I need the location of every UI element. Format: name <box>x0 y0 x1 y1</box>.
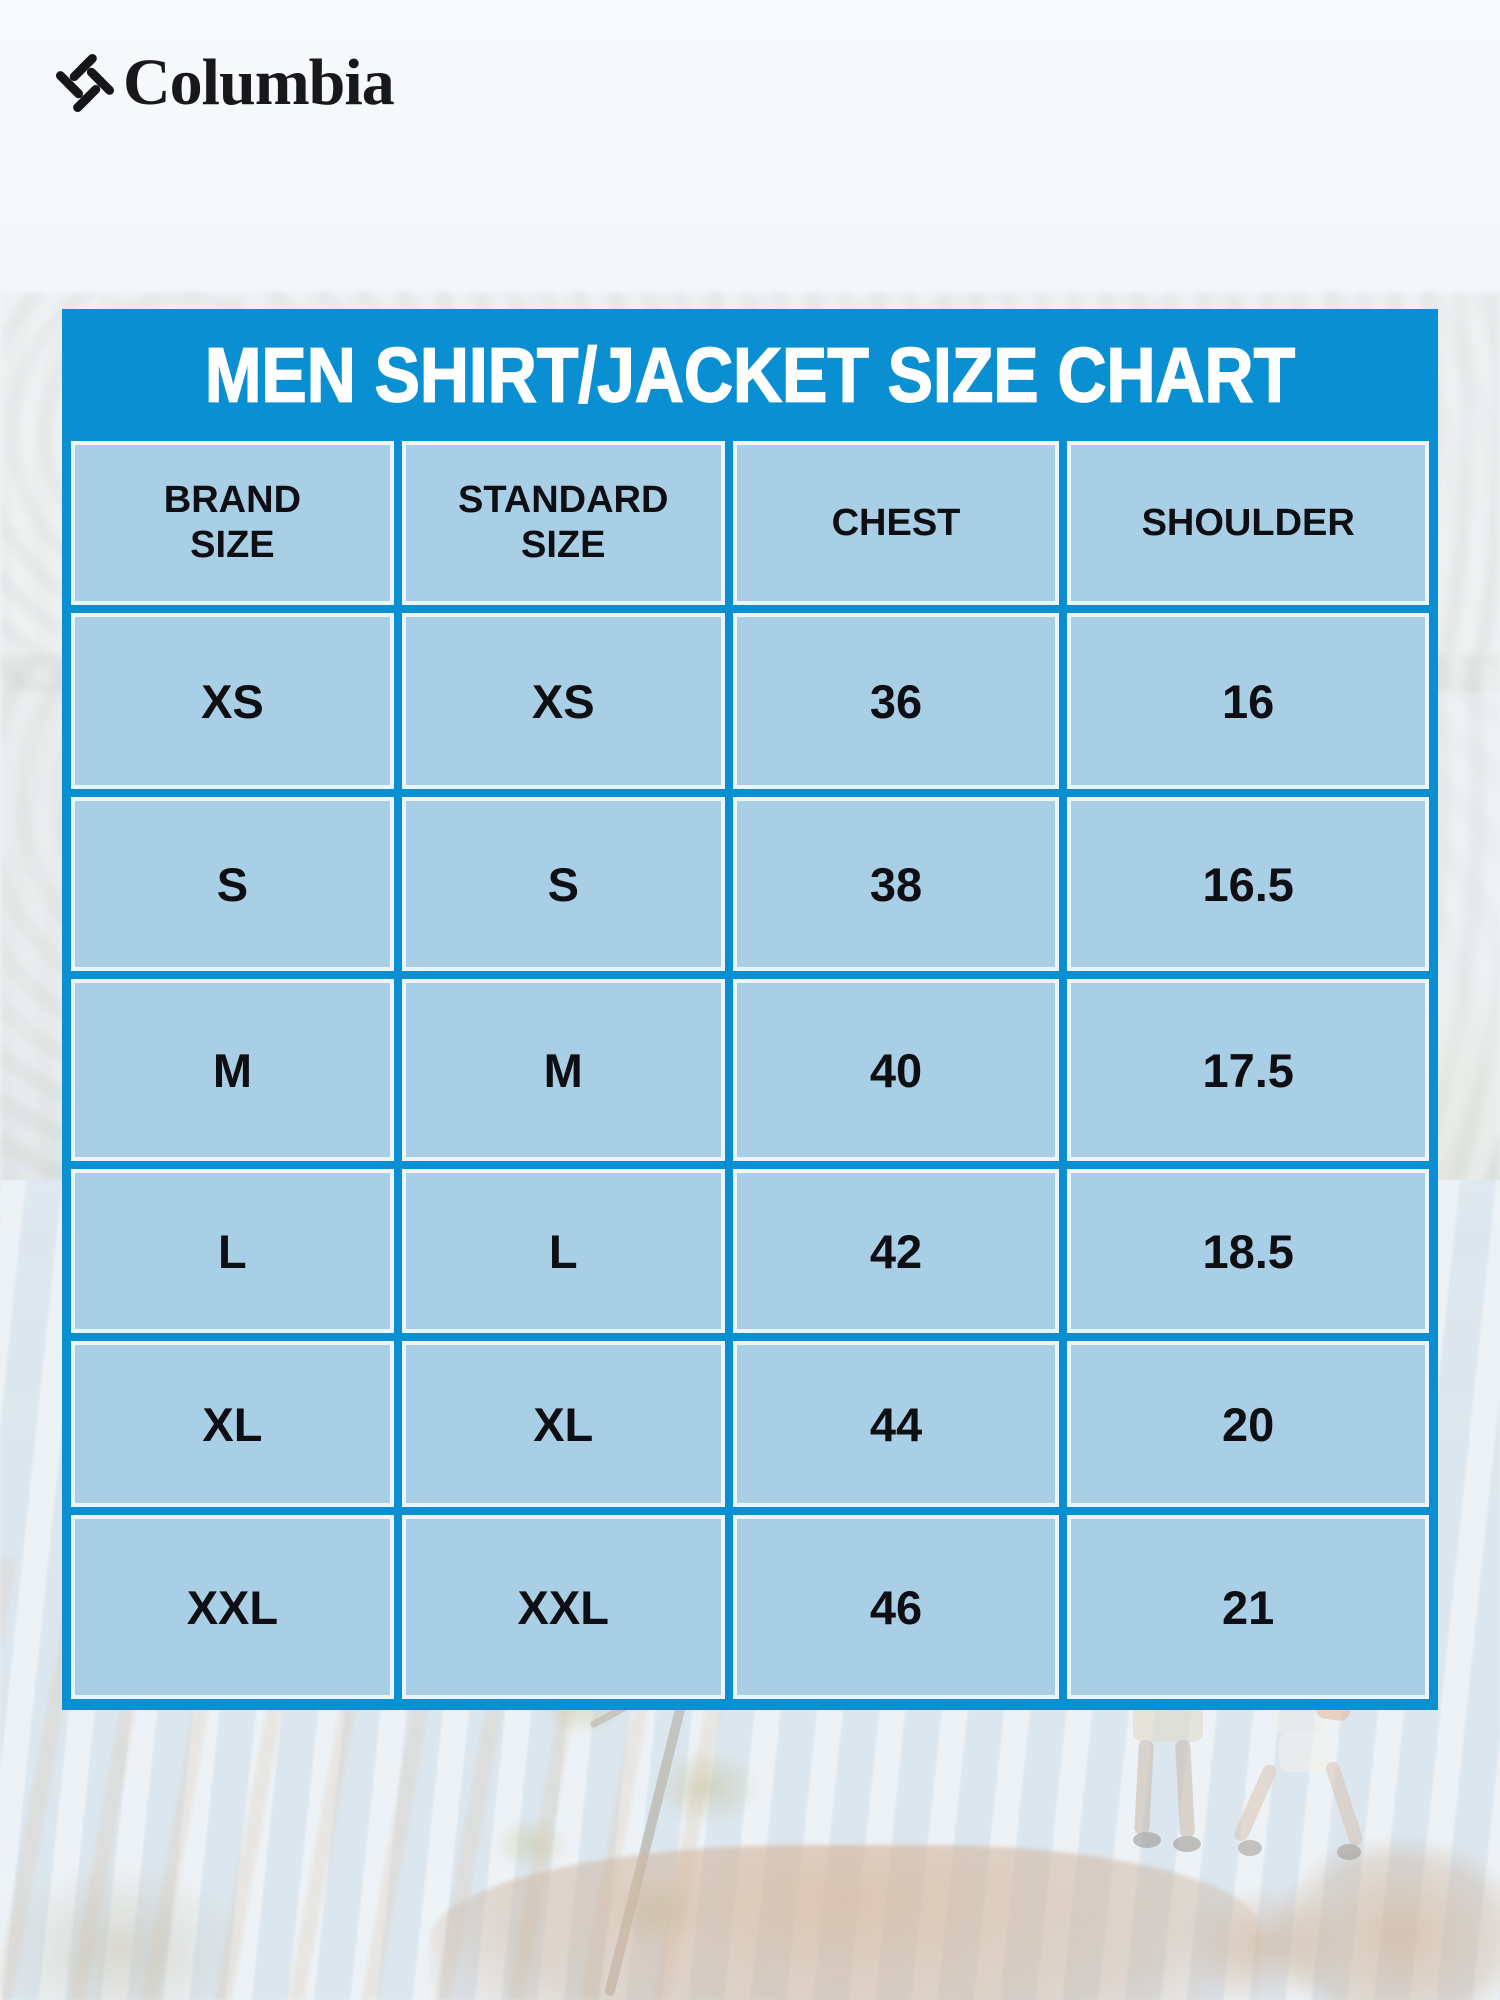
brand-wordmark: Columbia <box>123 46 395 119</box>
column-header-standard-size: STANDARD SIZE <box>401 441 725 605</box>
chest-cell: 40 <box>732 979 1060 1161</box>
shoulder-cell: 17.5 <box>1067 979 1429 1161</box>
brand-size-cell: XXL <box>71 1515 394 1699</box>
tree-trunk <box>603 1703 687 1997</box>
chest-cell: 44 <box>732 1341 1060 1507</box>
brand-logo: Columbia <box>52 46 395 119</box>
brand-size-cell: S <box>71 797 394 971</box>
standard-size-cell: L <box>401 1169 725 1333</box>
column-header-brand-size: BRAND SIZE <box>71 441 394 605</box>
shoulder-cell: 16 <box>1067 613 1429 789</box>
brand-size-cell: M <box>71 979 394 1161</box>
brand-size-cell: XS <box>71 613 394 789</box>
shoulder-cell: 21 <box>1067 1515 1429 1699</box>
standard-size-cell: XL <box>401 1341 725 1507</box>
size-chart-title-bar: MEN SHIRT/JACKET SIZE CHART <box>62 309 1438 441</box>
chest-cell: 36 <box>732 613 1060 789</box>
standard-size-cell: XS <box>401 613 725 789</box>
standard-size-cell: S <box>401 797 725 971</box>
rock-right <box>1270 1835 1500 2000</box>
column-header-chest: CHEST <box>732 441 1060 605</box>
chest-cell: 42 <box>732 1169 1060 1333</box>
chest-cell: 38 <box>732 797 1060 971</box>
brand-size-cell: L <box>71 1169 394 1333</box>
shoulder-cell: 20 <box>1067 1341 1429 1507</box>
rock-small <box>1160 1870 1370 2000</box>
brand-size-cell: XL <box>71 1341 394 1507</box>
corner-bank-layer <box>0 1840 280 2000</box>
chest-cell: 46 <box>732 1515 1060 1699</box>
size-chart-title: MEN SHIRT/JACKET SIZE CHART <box>204 331 1296 418</box>
standard-size-cell: M <box>401 979 725 1161</box>
columbia-diamond-icon <box>55 53 115 113</box>
size-chart-grid: BRAND SIZE STANDARD SIZE CHEST SHOULDER … <box>62 441 1438 1710</box>
standard-size-cell: XXL <box>401 1515 725 1699</box>
shoulder-cell: 18.5 <box>1067 1169 1429 1333</box>
shoulder-cell: 16.5 <box>1067 797 1429 971</box>
size-chart-table: MEN SHIRT/JACKET SIZE CHART BRAND SIZE S… <box>62 309 1438 1710</box>
column-header-shoulder: SHOULDER <box>1067 441 1429 605</box>
rock-mound <box>430 1845 1260 2000</box>
